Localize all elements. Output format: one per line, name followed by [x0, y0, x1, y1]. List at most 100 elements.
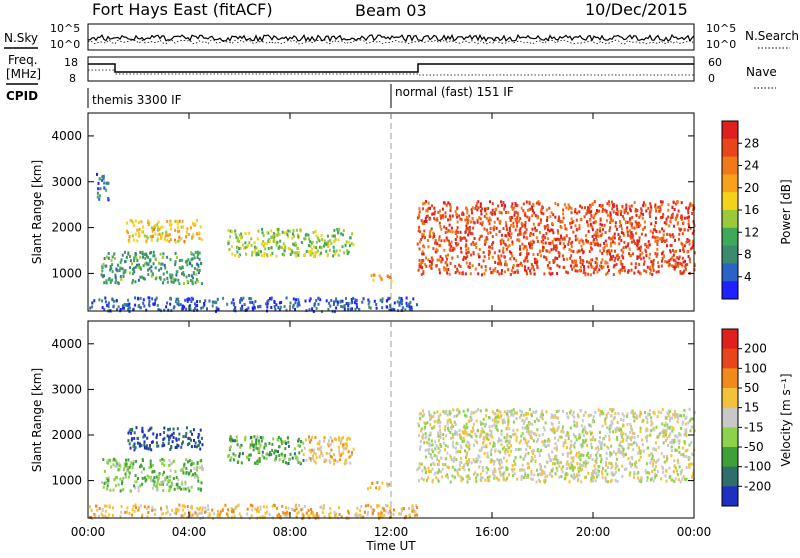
power-cell	[272, 232, 275, 236]
power-cell	[354, 298, 357, 302]
velocity-cell	[554, 436, 556, 440]
power-cell	[445, 254, 447, 258]
velocity-cell	[499, 473, 502, 477]
power-cell	[507, 245, 510, 249]
velocity-cell	[605, 415, 608, 419]
power-cell	[532, 202, 535, 206]
velocity-cell	[447, 426, 449, 430]
velocity-cell	[104, 509, 107, 513]
power-cell	[561, 220, 564, 224]
power-cell	[655, 270, 658, 274]
power-cell	[105, 188, 108, 192]
velocity-cell	[541, 472, 544, 476]
power-cell	[579, 218, 582, 221]
velocity-cell	[612, 417, 615, 421]
power-cell	[683, 269, 686, 273]
power-colorbar-tick: 8	[744, 248, 752, 262]
velocity-cell	[489, 416, 492, 420]
power-cell	[153, 228, 155, 231]
power-cell	[447, 201, 450, 205]
power-cell	[578, 268, 581, 272]
velocity-cell	[238, 452, 241, 456]
power-cell	[257, 229, 260, 233]
power-cell	[428, 232, 431, 236]
velocity-cell	[622, 414, 625, 418]
velocity-cell	[195, 473, 198, 477]
power-cell	[253, 306, 256, 309]
velocity-cell	[557, 438, 560, 442]
power-cell	[523, 211, 526, 215]
velocity-cell	[431, 456, 434, 460]
velocity-cell	[467, 476, 470, 480]
velocity-cell	[314, 436, 317, 440]
velocity-cell	[420, 427, 423, 431]
power-cell	[686, 216, 689, 220]
velocity-cell	[211, 508, 214, 512]
velocity-cell	[276, 506, 279, 510]
power-cell	[555, 246, 558, 250]
velocity-cell	[631, 409, 634, 413]
velocity-cell	[263, 444, 266, 448]
velocity-cell	[520, 477, 523, 481]
velocity-cell	[432, 450, 434, 454]
power-cell	[500, 269, 503, 272]
power-cell	[447, 253, 449, 257]
velocity-cell	[224, 503, 227, 507]
power-cell	[158, 276, 161, 280]
velocity-cell	[491, 424, 494, 428]
velocity-cell	[579, 458, 582, 462]
power-cell	[450, 240, 453, 244]
velocity-cell	[251, 443, 254, 447]
velocity-cell	[469, 418, 472, 422]
velocity-cell	[660, 411, 663, 415]
power-cell	[336, 228, 339, 232]
power-cell	[291, 250, 294, 254]
velocity-cell	[286, 513, 289, 517]
power-cell	[644, 233, 647, 237]
power-cell	[317, 237, 320, 241]
power-cell	[461, 272, 464, 276]
velocity-cell	[237, 503, 240, 507]
power-cell	[431, 258, 434, 262]
velocity-cell	[564, 439, 567, 442]
power-cell	[261, 231, 264, 235]
velocity-cell	[196, 506, 199, 510]
velocity-cell	[182, 435, 185, 439]
power-cell	[440, 260, 443, 264]
power-cell	[504, 260, 507, 264]
velocity-cell	[446, 465, 449, 469]
velocity-cell	[455, 408, 458, 412]
velocity-cell	[654, 441, 657, 445]
power-cell	[272, 234, 275, 238]
power-cell	[594, 261, 597, 265]
velocity-cell	[679, 426, 682, 430]
velocity-cell	[169, 469, 172, 473]
velocity-cell	[161, 444, 164, 448]
power-cell	[671, 233, 674, 237]
power-cell	[165, 230, 168, 234]
velocity-cell	[129, 428, 132, 431]
power-cell	[428, 264, 431, 268]
power-cell	[393, 301, 396, 305]
power-cell	[538, 222, 541, 226]
velocity-cell	[278, 458, 281, 462]
velocity-cell	[208, 513, 211, 517]
velocity-cell	[667, 426, 670, 430]
velocity-cell	[151, 486, 154, 490]
power-cell	[576, 269, 579, 273]
power-cell	[104, 296, 107, 300]
velocity-cell	[640, 477, 643, 481]
power-cell	[158, 227, 161, 231]
velocity-cell	[461, 440, 464, 444]
velocity-cell	[656, 435, 659, 439]
power-cell	[655, 240, 658, 244]
power-cell	[495, 226, 498, 230]
power-cell	[623, 217, 625, 221]
power-cell	[250, 243, 253, 247]
power-cell	[254, 245, 256, 249]
velocity-cell	[610, 420, 613, 424]
velocity-cell	[459, 475, 462, 479]
velocity-cell	[367, 503, 370, 507]
power-cell	[647, 244, 650, 248]
velocity-cell	[431, 448, 433, 452]
